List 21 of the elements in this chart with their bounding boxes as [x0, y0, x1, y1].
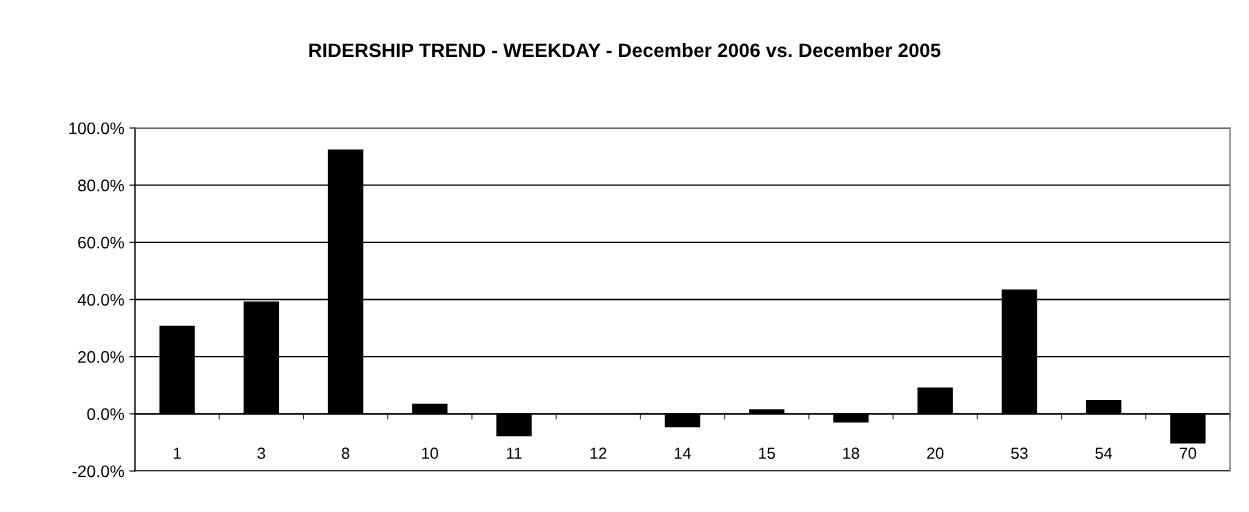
- y-tick-label: 80.0%: [78, 179, 124, 192]
- x-tick-label: 54: [1095, 447, 1113, 459]
- x-tick-label: 12: [590, 447, 607, 459]
- x-tick-label: 14: [674, 447, 691, 459]
- y-tick-label: 100.0%: [69, 122, 124, 135]
- x-tick-label: 1: [173, 447, 181, 459]
- y-tick-label: 60.0%: [78, 236, 124, 249]
- x-tick-label: 10: [422, 447, 439, 459]
- x-tick-label: 20: [927, 447, 944, 459]
- y-tick-label: -20.0%: [72, 465, 124, 478]
- x-tick-label: 53: [1011, 447, 1028, 459]
- y-tick-label: 40.0%: [77, 293, 124, 306]
- chart-title: RIDERSHIP TREND - WEEKDAY - December 2006 vs. December 2005: [309, 42, 941, 58]
- x-tick-label: 15: [759, 447, 775, 459]
- y-tick-label: 20.0%: [78, 351, 124, 363]
- x-tick-label: 8: [341, 447, 350, 459]
- x-tick-label: 18: [843, 447, 860, 459]
- x-tick-label: 11: [506, 447, 522, 459]
- y-tick-label: 0.0%: [87, 408, 124, 421]
- x-tick-label: 3: [257, 447, 266, 459]
- x-tick-label: 70: [1179, 447, 1197, 459]
